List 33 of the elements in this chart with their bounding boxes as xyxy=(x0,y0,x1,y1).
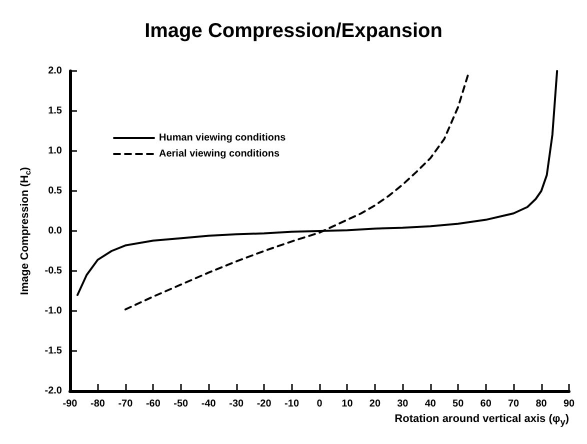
x-tick-label: 80 xyxy=(536,398,548,410)
y-tick-label: 1.0 xyxy=(48,146,62,156)
y-axis-title: Image Compression (Hc) xyxy=(19,166,32,295)
x-tick-label: -20 xyxy=(256,398,272,410)
x-tick-label: -90 xyxy=(62,398,78,410)
x-tick-label: -80 xyxy=(90,398,106,410)
x-tick-label: 20 xyxy=(369,398,381,410)
y-tick-label: -0.5 xyxy=(44,266,62,276)
x-tick-label: -60 xyxy=(146,398,161,410)
x-tick-label: -50 xyxy=(174,398,189,410)
x-tick-label: 50 xyxy=(452,398,464,410)
y-tick-label: 2.0 xyxy=(48,66,62,76)
x-tick-label: 90 xyxy=(563,398,575,410)
x-tick-label: -30 xyxy=(229,398,244,410)
x-tick-label: -70 xyxy=(118,398,134,410)
legend-label: Aerial viewing conditions xyxy=(159,148,280,160)
legend-label: Human viewing conditions xyxy=(159,132,286,144)
y-tick-label: 1.5 xyxy=(48,106,62,116)
x-tick-label: -40 xyxy=(201,398,216,410)
x-tick-label: 0 xyxy=(316,398,323,410)
chart-title: Image Compression/Expansion xyxy=(144,20,442,42)
x-tick-label: 40 xyxy=(424,398,436,410)
y-tick-label: 0.0 xyxy=(48,226,62,236)
y-tick-label: -1.0 xyxy=(44,306,62,316)
x-tick-label: -10 xyxy=(284,398,300,410)
x-axis-title: Rotation around vertical axis (φ$_{y}$) xyxy=(394,413,569,428)
x-tick-label: 60 xyxy=(480,398,492,410)
x-tick-label: 70 xyxy=(508,398,520,410)
y-tick-label: -1.5 xyxy=(44,346,62,356)
x-tick-label: 10 xyxy=(342,398,354,410)
y-tick-label: -2.0 xyxy=(44,386,62,396)
x-tick-label: 30 xyxy=(397,398,409,410)
y-tick-label: 0.5 xyxy=(48,186,62,196)
